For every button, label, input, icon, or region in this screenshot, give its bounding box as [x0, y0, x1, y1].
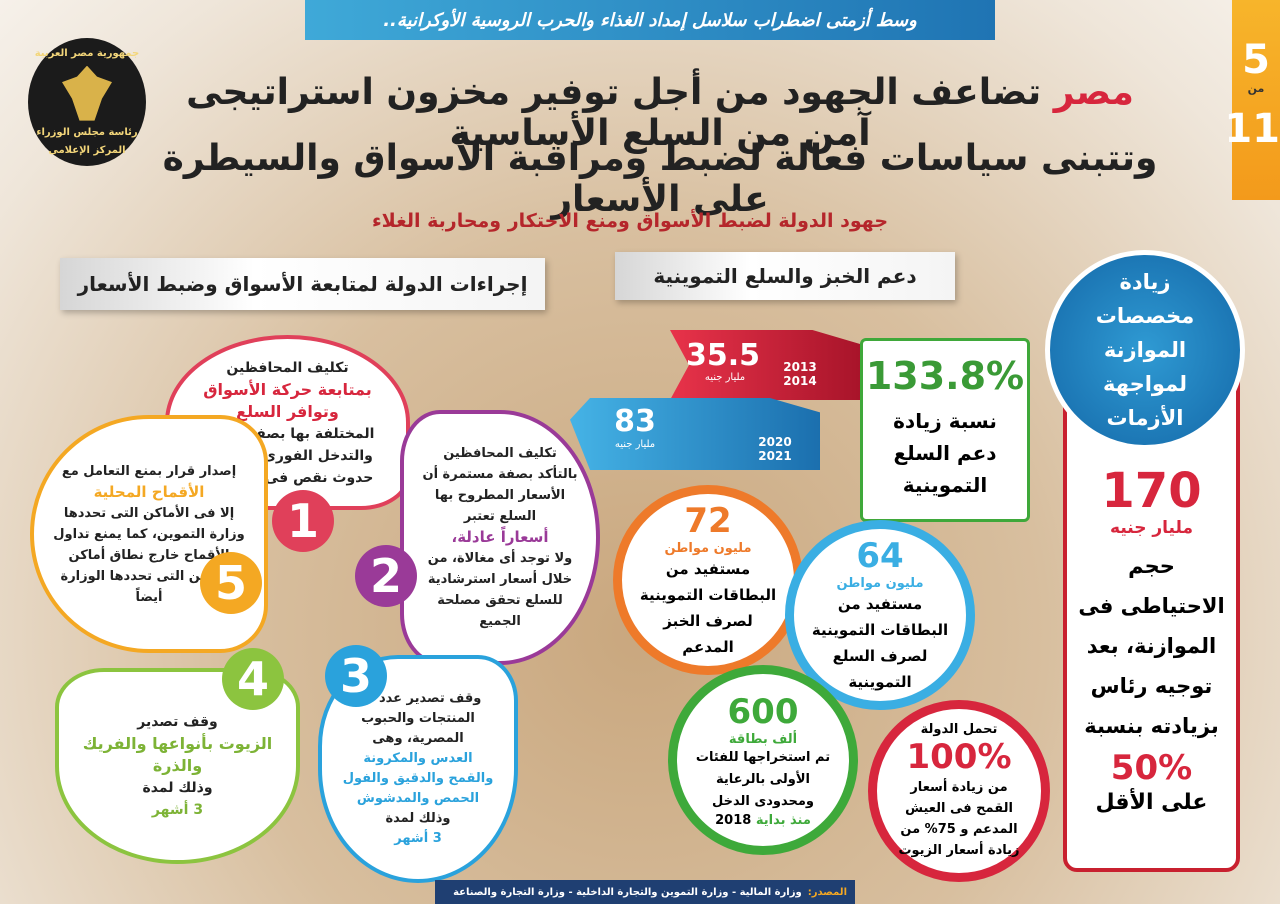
budget-value: 170 [1101, 463, 1202, 519]
stat-text: مستفيد من البطاقات التموينية لصرف السلع … [811, 594, 949, 691]
subtitle-banner: وسط أزمتى اضطراب سلاسل إمداد الغذاء والح… [305, 0, 995, 40]
petal-before: إصدار قرار بمنع التعامل مع [61, 463, 237, 479]
bar-years: 2013 2014 [775, 360, 825, 388]
bar-block [570, 398, 820, 470]
bar-years: 2020 2021 [750, 435, 800, 463]
heading: دعم الخبز والسلع التموينية [653, 264, 917, 288]
petal-highlight: بمتابعة حركة الأسواق وتوافر السلع [203, 379, 372, 421]
budget-end: على الأقل [1095, 790, 1208, 815]
petal-duration: 3 أشهر [394, 831, 442, 846]
page-total: 11 [1224, 106, 1280, 152]
stat-highlight: منذ بداية [755, 813, 811, 828]
stat-value: 64 [856, 535, 904, 576]
petal-number: 4 [222, 648, 284, 710]
subtitle: وسط أزمتى اضطراب سلاسل إمداد الغذاء والح… [383, 9, 917, 31]
logo-emblem [62, 65, 112, 121]
bar-label: 35.5 مليار جنيه [685, 338, 760, 384]
petal-highlight: العدس والمكرونة والقمح والدقيق والفول ال… [342, 751, 494, 806]
petal-number: 5 [200, 552, 262, 614]
footer-label: المصدر: [807, 886, 847, 898]
petal-number: 3 [325, 645, 387, 707]
budget-unit: مليار جنيه [1110, 518, 1193, 538]
petal-before: وقف تصدير [137, 714, 218, 730]
year: 2021 [758, 449, 792, 463]
budget-text: حجم الاحتياطى فى الموازنة، بعد توجيه رئا… [1078, 554, 1225, 738]
logo-line: رئاسة مجلس الوزراء [36, 127, 138, 139]
petal-after: ولا توجد أى مغالاة، من خلال أسعار استرشا… [427, 551, 573, 629]
stat-text: تم استخراجها للفئات الأولى بالرعاية ومحد… [695, 750, 831, 809]
bar-value: 83 [614, 404, 656, 439]
petal-number: 1 [272, 490, 334, 552]
petal-after: وذلك لمدة [142, 780, 213, 796]
stat-text: من زيادة أسعار القمح فى العيش المدعم و 7… [898, 779, 1020, 858]
petal-duration: 3 أشهر [151, 802, 204, 818]
title-highlight: مصر [1053, 72, 1134, 113]
footer: المصدر: وزارة المالية - وزارة التموين وا… [435, 880, 855, 904]
stat-footnote: منذ بداية 2018 [715, 813, 811, 828]
page-counter: 5 من 11 [1224, 0, 1280, 200]
growth-text: نسبة زيادة دعم السلع التموينية [893, 409, 997, 497]
title-text: تضاعف الجهود من أجل توفير مخزون استراتيج… [186, 72, 1042, 154]
petal: إصدار قرار بمنع التعامل مع الأقماح المحل… [30, 415, 268, 653]
heading-ribbon: إجراءات الدولة لمتابعة الأسواق وضبط الأس… [60, 258, 545, 310]
petal-before: تكليف المحافظين [226, 359, 349, 376]
stat-circle: 72 مليون مواطن مستفيد من البطاقات التموي… [613, 485, 803, 675]
stat-year: 2018 [715, 813, 752, 828]
growth-box: 133.8% نسبة زيادة دعم السلع التموينية [860, 338, 1030, 522]
stat-circle: تحمل الدولة 100% من زيادة أسعار القمح فى… [868, 700, 1050, 882]
stat-unit: مليون مواطن [664, 540, 752, 556]
bar-label: 83 مليار جنيه [600, 404, 670, 451]
petal-highlight: أسعاراً عادلة، [451, 528, 549, 546]
stat-unit: مليون مواطن [836, 575, 924, 591]
stat-value: 72 [684, 500, 732, 541]
title-line: مصر تضاعف الجهود من أجل توفير مخزون استر… [160, 72, 1160, 154]
budget-title: زيادة مخصصات الموازنة لمواجهة الأزمات [1095, 270, 1195, 430]
bar-unit: مليار جنيه [614, 439, 656, 450]
petal-before: تكليف المحافظين بالتأكد بصفة مستمرة أن ا… [422, 446, 578, 524]
stat-value: 600 [727, 692, 799, 732]
stat-text: مستفيد من البطاقات التموينية لصرف الخبز … [639, 559, 777, 656]
bar-unit: مليار جنيه [704, 372, 746, 383]
section-title: جهود الدولة لضبط الأسواق ومنع الاحتكار و… [371, 210, 889, 232]
stat-top: تحمل الدولة [920, 721, 998, 737]
budget-percent: 50% [1110, 748, 1193, 788]
page-current: 5 [1242, 37, 1270, 83]
petal: تكليف المحافظين بالتأكد بصفة مستمرة أن ا… [400, 410, 600, 665]
year: 2013 [783, 360, 817, 374]
footer-text: وزارة المالية - وزارة التموين والتجارة ا… [453, 886, 802, 898]
petal-highlight: الأقماح المحلية [93, 482, 205, 501]
logo-line: المركز الإعلامى [48, 144, 126, 156]
stat-circle: 64 مليون مواطن مستفيد من البطاقات التموي… [785, 520, 975, 710]
stat-value: 100% [906, 736, 1012, 777]
page-of: من [1247, 82, 1265, 95]
bar-block [670, 330, 860, 400]
year: 2020 [758, 435, 792, 449]
title-line: وتتبنى سياسات فعالة لضبط ومراقبة الأسواق… [162, 138, 1158, 220]
budget-title-circle: زيادة مخصصات الموازنة لمواجهة الأزمات [1045, 250, 1245, 450]
growth-value: 133.8% [865, 354, 1025, 398]
stat-unit: ألف بطاقة [728, 732, 798, 747]
petal-highlight: الزيوت بأنواعها والفريك والذرة [82, 734, 273, 775]
petal-number: 2 [355, 545, 417, 607]
petal-before: وقف تصدير عدد من المنتجات والحبوب المصري… [354, 691, 482, 746]
bar-value: 35.5 [685, 338, 760, 373]
heading: إجراءات الدولة لمتابعة الأسواق وضبط الأس… [77, 272, 528, 296]
heading-ribbon: دعم الخبز والسلع التموينية [615, 252, 955, 300]
petal-after: وذلك لمدة [385, 811, 451, 826]
petal-after: إلا فى الأماكن التى تحددها وزارة التموين… [53, 505, 245, 605]
logo: جمهورية مصر العربية رئاسة مجلس الوزراء ا… [28, 38, 146, 166]
year: 2014 [783, 374, 817, 388]
logo-line: جمهورية مصر العربية [34, 48, 140, 59]
stat-circle: 600 ألف بطاقة تم استخراجها للفئات الأولى… [668, 665, 858, 855]
